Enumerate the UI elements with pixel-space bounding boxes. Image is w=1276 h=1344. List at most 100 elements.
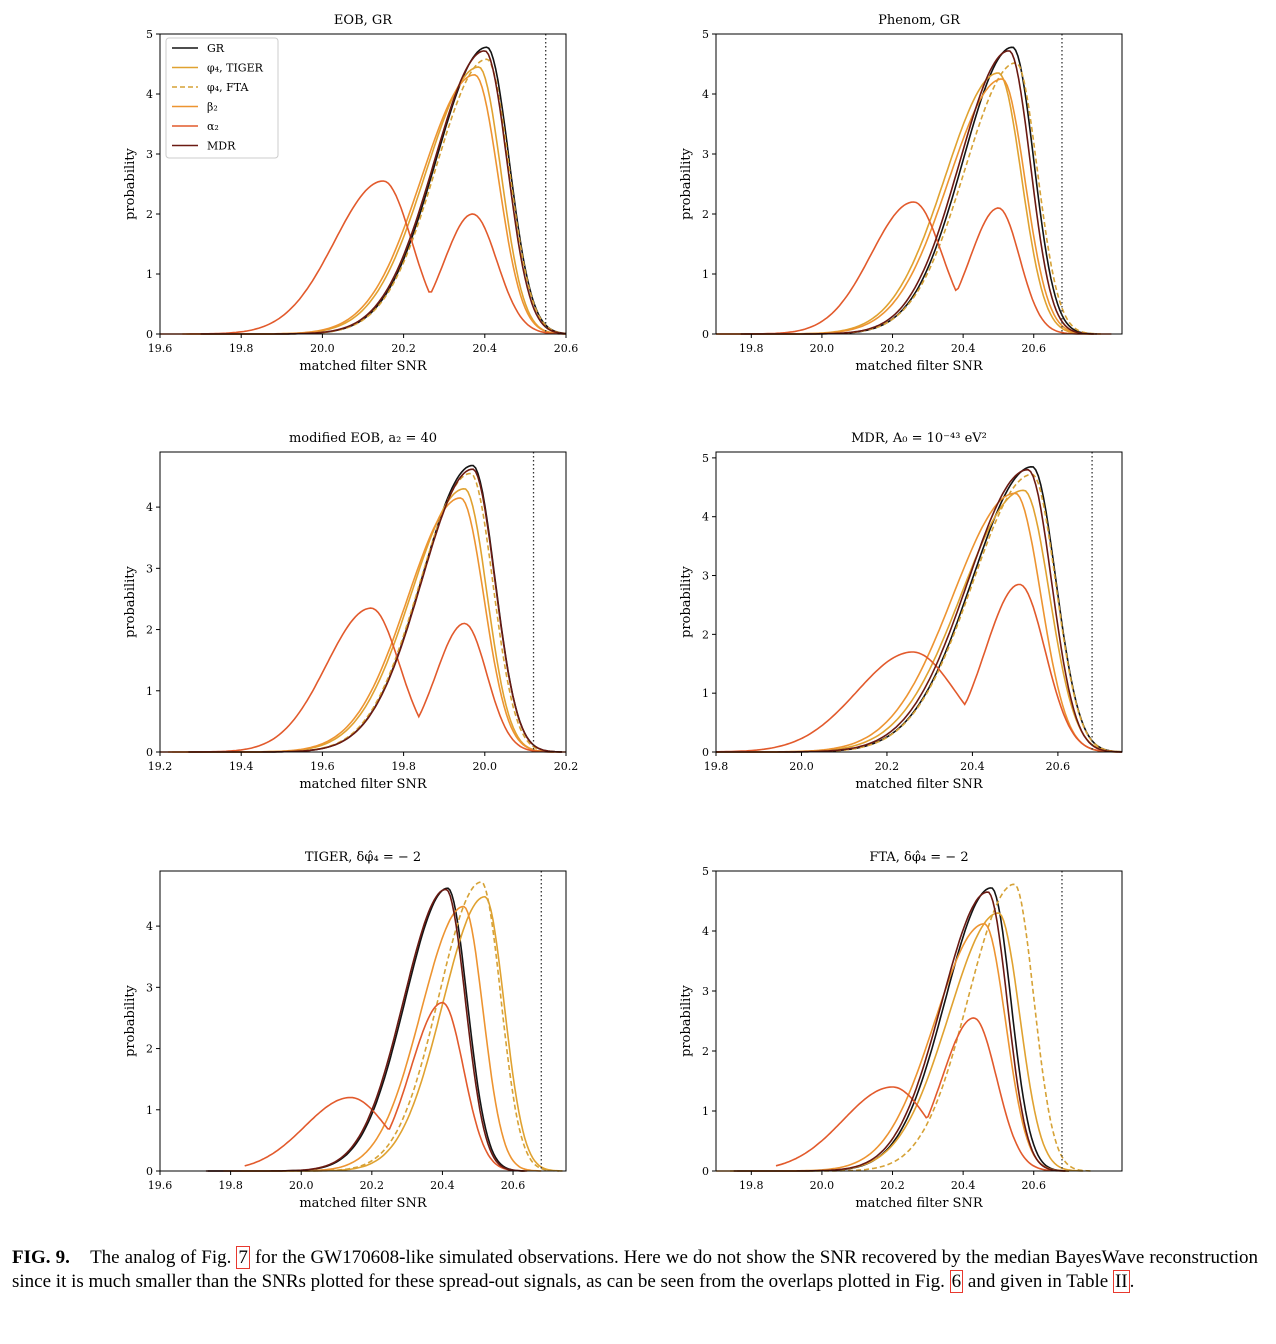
x-tick-label: 20.4 xyxy=(951,1179,976,1192)
chart-title: FTA, δφ̂₄ = − 2 xyxy=(869,850,968,865)
x-tick-label: 19.8 xyxy=(739,342,764,355)
y-tick-label: 5 xyxy=(702,865,709,878)
series-line-2 xyxy=(760,883,1092,1172)
x-tick-label: 20.4 xyxy=(951,342,976,355)
x-tick-label: 19.6 xyxy=(148,342,173,355)
x-axis-label: matched filter SNR xyxy=(855,359,983,374)
series-line-2 xyxy=(186,472,560,753)
y-tick-label: 2 xyxy=(146,624,153,637)
x-tick-label: 20.6 xyxy=(554,342,579,355)
x-tick-label: 20.4 xyxy=(430,1179,455,1192)
y-tick-label: 0 xyxy=(146,746,153,759)
x-tick-label: 19.8 xyxy=(704,760,729,773)
series-line-4 xyxy=(775,1017,1066,1172)
table-II-link[interactable]: II xyxy=(1112,1270,1130,1293)
y-tick-label: 3 xyxy=(702,985,709,998)
x-axis-label: matched filter SNR xyxy=(299,1196,427,1211)
x-tick-label: 20.4 xyxy=(473,342,498,355)
x-tick-label: 20.0 xyxy=(810,342,835,355)
y-tick-label: 2 xyxy=(702,628,709,641)
plot-frame xyxy=(715,451,1123,753)
y-tick-label: 4 xyxy=(146,920,153,933)
x-axis-label: matched filter SNR xyxy=(855,1196,983,1211)
legend-label: GR xyxy=(207,42,225,55)
y-tick-label: 1 xyxy=(146,268,153,281)
y-tick-label: 0 xyxy=(702,1165,709,1178)
y-tick-label: 3 xyxy=(702,148,709,161)
figure-7-link[interactable]: 7 xyxy=(236,1246,250,1269)
x-tick-label: 19.8 xyxy=(218,1179,243,1192)
plot-frame xyxy=(715,33,1123,335)
y-tick-label: 1 xyxy=(146,685,153,698)
legend-label: α₂ xyxy=(207,120,219,133)
x-tick-label: 20.2 xyxy=(554,760,579,773)
y-tick-label: 3 xyxy=(702,570,709,583)
series-line-3 xyxy=(719,78,1094,335)
y-tick-label: 2 xyxy=(702,208,709,221)
series-line-1 xyxy=(172,487,554,753)
y-tick-label: 1 xyxy=(702,268,709,281)
series-line-4 xyxy=(160,607,566,753)
y-tick-label: 0 xyxy=(702,746,709,759)
series-line-1 xyxy=(244,895,563,1172)
y-tick-label: 5 xyxy=(702,28,709,41)
plot-frame xyxy=(715,870,1123,1172)
series-line-4 xyxy=(716,201,1112,335)
x-tick-label: 20.6 xyxy=(1021,342,1046,355)
series-line-1 xyxy=(716,72,1091,335)
y-tick-label: 3 xyxy=(146,562,153,575)
caption-text-1: The analog of Fig. xyxy=(90,1247,237,1268)
x-tick-label: 20.6 xyxy=(501,1179,526,1192)
x-tick-label: 19.8 xyxy=(391,760,416,773)
chart-title: EOB, GR xyxy=(334,13,393,28)
x-tick-label: 20.0 xyxy=(810,1179,835,1192)
y-tick-label: 2 xyxy=(146,208,153,221)
y-tick-label: 3 xyxy=(146,981,153,994)
y-tick-label: 4 xyxy=(146,88,153,101)
y-tick-label: 3 xyxy=(146,148,153,161)
x-tick-label: 20.6 xyxy=(1021,1179,1046,1192)
chart-panel-6: FTA, δφ̂₄ = − 2 19.8 20.0 20.2 20.4 20.6 0 1 2 3 4… xyxy=(679,850,1123,1211)
series-line-5 xyxy=(733,891,1066,1172)
chart-panel-3: modified EOB, a₂ = 40 19.2 19.4 19.6 19.8 20.… xyxy=(123,431,578,792)
y-axis-label: probability xyxy=(123,565,138,637)
series-line-4 xyxy=(160,180,566,335)
x-tick-label: 20.2 xyxy=(360,1179,385,1192)
y-axis-label: probability xyxy=(679,565,694,637)
x-tick-label: 20.2 xyxy=(880,342,905,355)
y-tick-label: 1 xyxy=(702,1105,709,1118)
figure-6-link[interactable]: 6 xyxy=(949,1270,964,1293)
y-tick-label: 0 xyxy=(702,328,709,341)
y-tick-label: 4 xyxy=(702,88,709,101)
y-tick-label: 5 xyxy=(146,28,153,41)
figure-caption: FIG. 9. The analog of Fig. 7 for the GW1… xyxy=(12,1246,1258,1294)
chart-panel-4: MDR, A₀ = 10⁻⁴³ eV² 19.8 20.0 20.2 20.4 20.6 0… xyxy=(679,431,1123,792)
series-line-3 xyxy=(223,905,542,1172)
legend-label: β₂ xyxy=(207,101,218,114)
x-tick-label: 20.2 xyxy=(391,342,416,355)
series-line-4 xyxy=(716,583,1122,753)
x-tick-label: 20.2 xyxy=(875,760,900,773)
y-tick-label: 0 xyxy=(146,328,153,341)
chart-title: MDR, A₀ = 10⁻⁴³ eV² xyxy=(851,431,987,446)
chart-panel-2: Phenom, GR 19.8 20.0 20.2 20.4 20.6 0 1 2 3 4 5 matc… xyxy=(679,13,1123,374)
chart-title: Phenom, GR xyxy=(878,13,961,28)
y-tick-label: 2 xyxy=(146,1043,153,1056)
caption-label: FIG. 9. xyxy=(12,1247,70,1268)
x-tick-label: 20.0 xyxy=(310,342,335,355)
series-line-2 xyxy=(241,881,559,1172)
y-tick-label: 4 xyxy=(702,511,709,524)
plot-frame xyxy=(159,870,567,1172)
y-axis-label: probability xyxy=(679,984,694,1056)
x-tick-label: 20.0 xyxy=(789,760,814,773)
x-tick-label: 19.4 xyxy=(229,760,254,773)
caption-text-2: for the GW170608-like simulated observat… xyxy=(12,1247,1259,1292)
y-tick-label: 2 xyxy=(702,1045,709,1058)
series-line-5 xyxy=(716,468,1122,753)
x-tick-label: 20.2 xyxy=(880,1179,905,1192)
legend-label: MDR xyxy=(207,140,236,153)
x-tick-label: 19.8 xyxy=(739,1179,764,1192)
y-tick-label: 1 xyxy=(702,687,709,700)
chart-title: TIGER, δφ̂₄ = − 2 xyxy=(305,850,421,865)
chart-panel-5: TIGER, δφ̂₄ = − 2 19.6 19.8 20.0 20.2 20.4 20.… xyxy=(123,850,567,1211)
